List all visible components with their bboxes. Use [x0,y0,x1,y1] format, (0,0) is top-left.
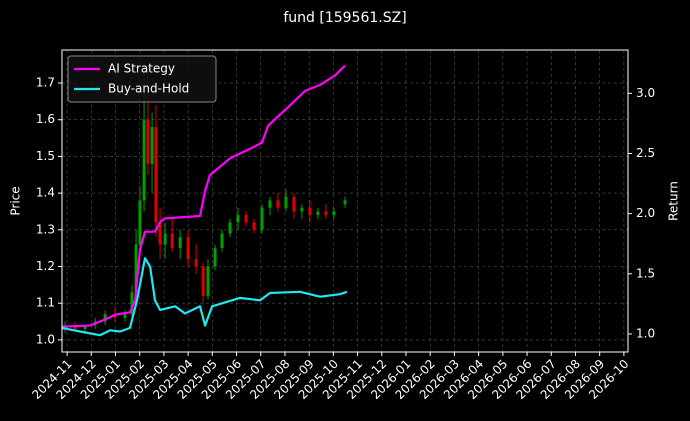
y2-tick-label: 2.5 [636,146,655,160]
candle-body [284,196,288,208]
candle-body [194,259,198,267]
candle-body [300,207,304,212]
candle-body [276,200,280,208]
y-tick-label: 1.7 [36,76,55,90]
candle-body [252,222,256,230]
line-series [61,257,348,337]
candle-body [186,237,190,260]
candle-body [228,222,232,234]
legend-label: Buy-and-Hold [108,82,189,96]
candle-body [123,314,127,318]
plot-frame [61,49,629,353]
y-tick-label: 1.0 [36,332,55,346]
y2-tick-label: 1.5 [636,266,655,280]
candle-body [292,196,296,212]
candle-body [154,127,158,223]
candle-body [158,222,162,245]
y-axis-label: Price [9,186,23,215]
candle-body [83,325,87,329]
candle-body [332,211,336,216]
candle-body [308,207,312,216]
y2-axis-label: Return [667,181,681,221]
y-tick-label: 1.2 [36,259,55,273]
y-tick-label: 1.1 [36,296,55,310]
candle-body [134,244,138,293]
y2-tick-label: 3.0 [636,86,655,100]
candle-body [138,200,142,245]
candle-body [142,119,146,201]
y-tick-label: 1.6 [36,112,55,126]
legend-box [67,55,217,103]
y-tick-label: 1.3 [36,222,55,236]
candle-body [213,248,217,267]
candle-body [150,127,154,164]
candle-body [236,215,240,223]
candle-body [146,119,150,164]
line-series [61,64,346,328]
candle-body [268,200,272,208]
candle-body [316,211,320,216]
candle-body [260,207,264,230]
candle-body [343,200,347,205]
y-tick-label: 1.5 [36,149,55,163]
candle-body [201,266,205,296]
candle-body [130,292,134,315]
y-tick-label: 1.4 [36,186,55,200]
y2-tick-label: 2.0 [636,206,655,220]
candle-body [178,237,182,249]
candle-body [244,215,248,223]
candle-body [170,233,174,249]
candle-body [163,233,167,245]
candle-body [113,314,117,318]
chart-title: fund [159561.SZ] [283,10,406,26]
candle-body [324,211,328,216]
candle-body [103,314,107,322]
y2-tick-label: 1.0 [636,326,655,340]
legend-label: AI Strategy [108,62,175,76]
candle-body [206,266,210,296]
candle-body [220,233,224,249]
